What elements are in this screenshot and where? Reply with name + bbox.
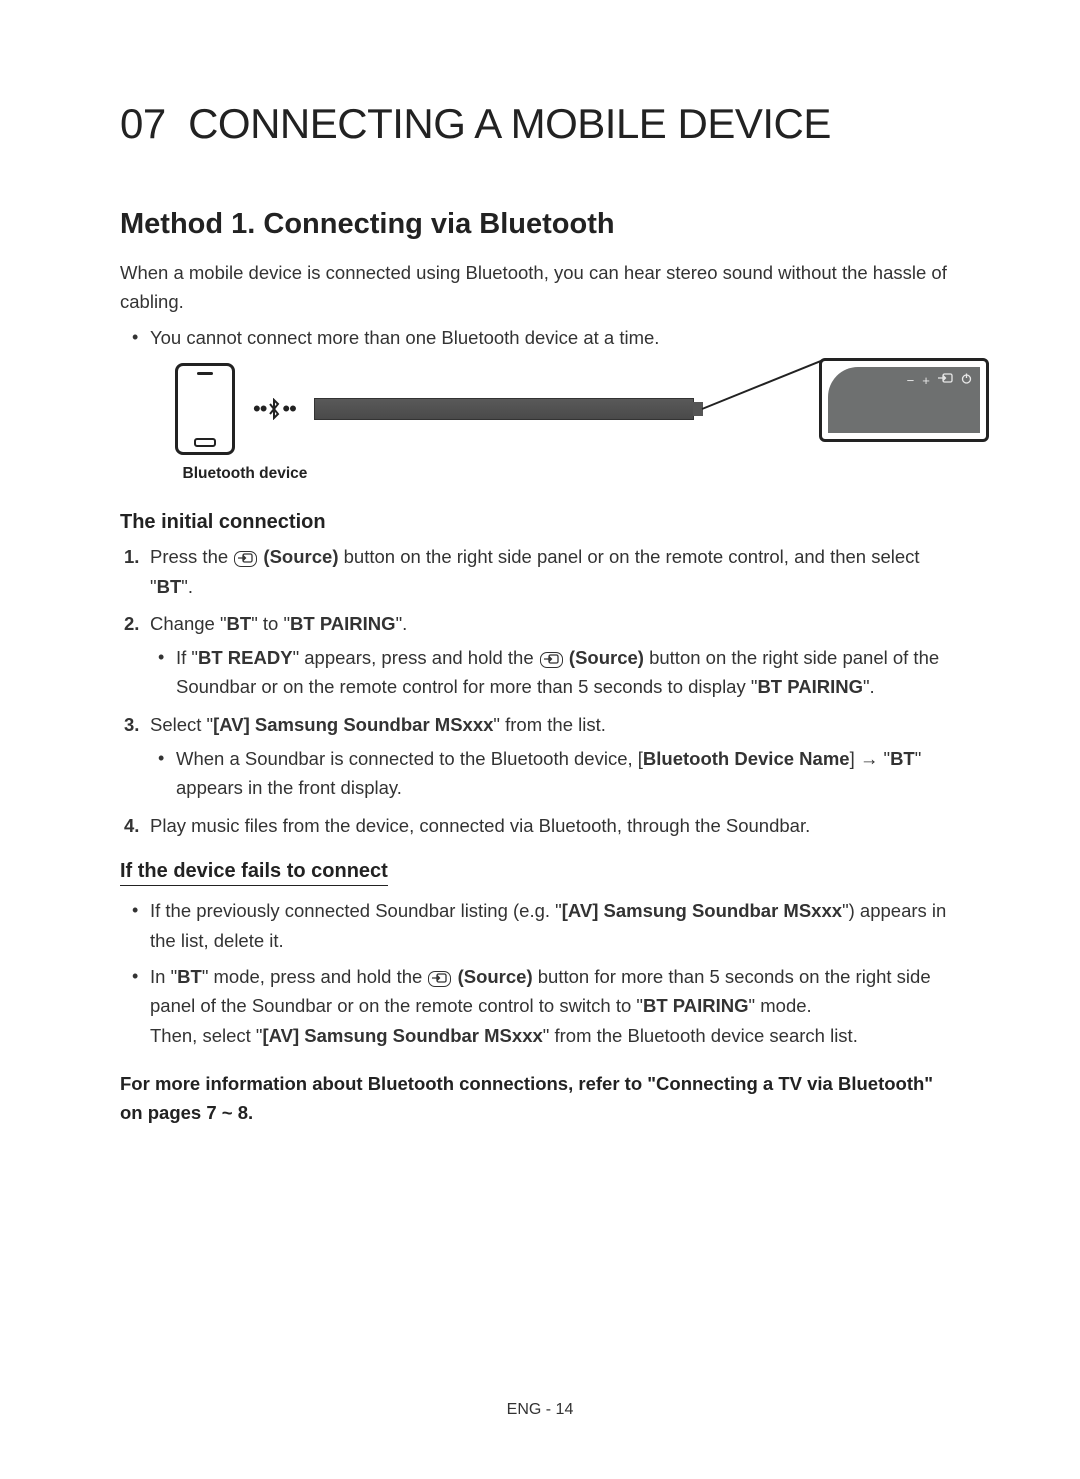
bluetooth-device-label: Bluetooth device	[160, 465, 330, 483]
source-icon	[540, 652, 563, 668]
initial-steps: Press the (Source) button on the right s…	[120, 542, 960, 840]
bluetooth-dots-icon: ••••	[253, 396, 296, 422]
source-icon	[234, 551, 257, 567]
step-2-note-1: If "BT READY" appears, press and hold th…	[176, 643, 960, 702]
fails-item-2: In "BT" mode, press and hold the (Source…	[150, 962, 960, 1051]
note-list: You cannot connect more than one Bluetoo…	[120, 324, 960, 353]
intro-paragraph: When a mobile device is connected using …	[120, 259, 960, 316]
initial-connection-heading: The initial connection	[120, 511, 960, 534]
fails-item-1: If the previously connected Soundbar lis…	[150, 896, 960, 955]
soundbar-callout: − +	[314, 398, 960, 420]
step-3-notes: When a Soundbar is connected to the Blue…	[150, 744, 960, 803]
fails-heading: If the device fails to connect	[120, 860, 388, 886]
cross-reference: For more information about Bluetooth con…	[120, 1070, 960, 1127]
step-3-note-1: When a Soundbar is connected to the Blue…	[176, 744, 960, 803]
step-1: Press the (Source) button on the right s…	[150, 542, 960, 601]
minus-icon: −	[907, 373, 915, 388]
step-2-notes: If "BT READY" appears, press and hold th…	[150, 643, 960, 702]
plus-icon: +	[922, 373, 930, 388]
phone-icon	[175, 363, 235, 455]
step-4: Play music files from the device, connec…	[150, 811, 960, 841]
source-icon	[938, 373, 953, 383]
page-footer: ENG - 14	[0, 1401, 1080, 1419]
fails-list: If the previously connected Soundbar lis…	[120, 896, 960, 1050]
soundbar-icon	[314, 398, 694, 420]
chapter-name: CONNECTING A MOBILE DEVICE	[188, 100, 831, 147]
chapter-number: 07	[120, 100, 166, 147]
source-icon	[428, 971, 451, 987]
connection-diagram: •••• − +	[175, 363, 960, 455]
section-title: Method 1. Connecting via Bluetooth	[120, 208, 960, 241]
chapter-title: 07 CONNECTING A MOBILE DEVICE	[120, 100, 960, 148]
step-2: Change "BT" to "BT PAIRING". If "BT READ…	[150, 609, 960, 702]
note-one-device: You cannot connect more than one Bluetoo…	[150, 324, 960, 353]
power-icon	[961, 373, 972, 384]
step-3: Select "[AV] Samsung Soundbar MSxxx" fro…	[150, 710, 960, 803]
callout-line	[701, 359, 822, 410]
side-panel-inset: − +	[819, 358, 989, 442]
